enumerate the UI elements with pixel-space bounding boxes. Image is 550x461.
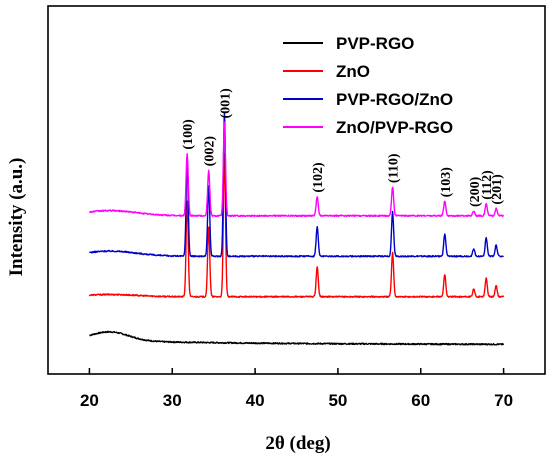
peak-label-5: (103) xyxy=(439,167,454,198)
legend-label-0: PVP-RGO xyxy=(336,34,414,53)
peak-label-2: (001) xyxy=(218,88,233,119)
peak-label-6: (200) xyxy=(468,176,483,207)
series-line-2 xyxy=(88,112,504,258)
peak-label-7: (112) xyxy=(480,170,495,200)
legend-label-3: ZnO/PVP-RGO xyxy=(336,118,453,137)
x-tick-label-30: 30 xyxy=(163,391,182,410)
y-axis-title: Intensity (a.u.) xyxy=(6,158,27,277)
peak-label-0: (100) xyxy=(181,119,196,150)
plot-border xyxy=(47,5,546,375)
series-line-1 xyxy=(88,152,505,299)
legend-label-1: ZnO xyxy=(336,62,370,81)
peak-labels: (100) (002) (001) (102) (110) (103) (200)(112)… xyxy=(181,88,505,207)
x-tick-label-70: 70 xyxy=(494,391,513,410)
peak-label-3: (102) xyxy=(311,162,326,193)
series-group xyxy=(88,112,505,346)
x-tick-label-60: 60 xyxy=(411,391,430,410)
x-axis-ticks: 20 30 40 50 60 70 xyxy=(80,368,513,410)
plot-frame xyxy=(47,5,546,375)
peak-label-4: (110) xyxy=(387,153,402,183)
x-tick-label-40: 40 xyxy=(246,391,265,410)
x-axis-title: 2θ (deg) xyxy=(265,433,330,454)
legend-label-2: PVP-RGO/ZnO xyxy=(336,90,453,109)
x-tick-label-20: 20 xyxy=(80,391,99,410)
legend: PVP-RGO ZnO PVP-RGO/ZnO ZnO/PVP-RGO xyxy=(283,34,453,137)
series-line-3 xyxy=(89,121,504,218)
peak-label-8: (201) xyxy=(490,174,505,205)
series-line-0 xyxy=(89,330,505,346)
peak-label-1: (002) xyxy=(203,136,218,167)
x-tick-label-50: 50 xyxy=(328,391,347,410)
